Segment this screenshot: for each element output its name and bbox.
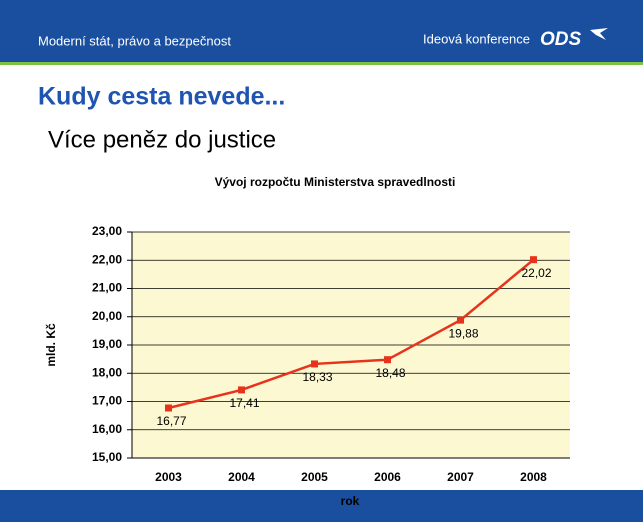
x-tick-label: 2006 [374, 470, 401, 484]
data-label: 19,88 [448, 326, 478, 340]
data-point [311, 360, 318, 368]
slide-subtitle: Více peněz do justice [48, 126, 276, 153]
data-label: 16,77 [156, 414, 186, 428]
x-axis-label: rok [341, 494, 360, 508]
header-stripe [0, 62, 643, 65]
logo: ODS [540, 29, 582, 50]
data-label: 22,02 [521, 266, 551, 280]
y-tick-label: 21,00 [92, 281, 122, 295]
y-tick-label: 18,00 [92, 365, 122, 379]
y-tick-label: 16,00 [92, 422, 122, 436]
y-tick-label: 19,00 [92, 337, 122, 351]
x-tick-label: 2007 [447, 470, 474, 484]
y-tick-label: 15,00 [92, 450, 122, 464]
slide-title: Kudy cesta nevede... [38, 83, 285, 111]
data-label: 17,41 [229, 396, 259, 410]
header-right: Ideová konference [423, 31, 530, 46]
y-tick-label: 20,00 [92, 309, 122, 323]
data-line [168, 258, 535, 410]
y-tick-label: 17,00 [92, 394, 122, 408]
chart-title: Vývoj rozpočtu Ministerstva spravedlnost… [215, 175, 456, 189]
y-tick-label: 23,00 [92, 224, 122, 238]
data-point [384, 356, 391, 364]
header-left: Moderní stát, právo a bezpečnost [38, 33, 231, 48]
x-tick-label: 2004 [228, 470, 255, 484]
x-tick-label: 2008 [520, 470, 547, 484]
x-tick-label: 2005 [301, 470, 328, 484]
y-axis-label: mld. Kč [44, 323, 58, 367]
x-tick-label: 2003 [155, 470, 182, 484]
data-point [530, 256, 537, 264]
data-point [457, 316, 464, 324]
data-label: 18,48 [375, 366, 405, 380]
logo-bird [590, 28, 608, 40]
data-point [238, 386, 245, 394]
y-tick-label: 22,00 [92, 252, 122, 266]
header-bar [0, 0, 643, 62]
footer-bar [0, 490, 643, 522]
data-point [165, 404, 172, 412]
data-label: 18,33 [302, 370, 332, 384]
